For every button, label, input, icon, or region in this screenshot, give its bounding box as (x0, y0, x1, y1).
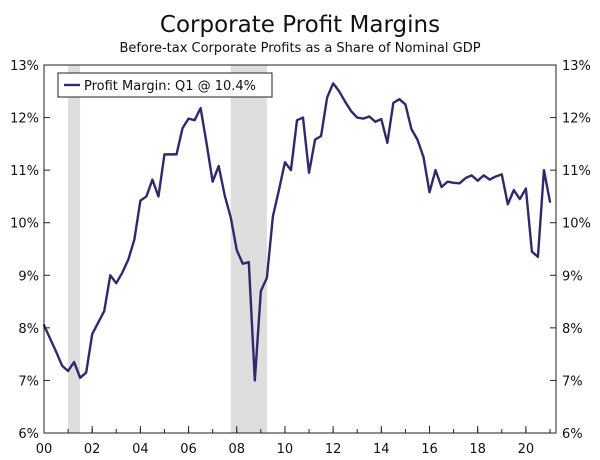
x-tick-label-1: 02 (84, 442, 101, 457)
recession-band-0 (68, 65, 81, 433)
x-tick-label-6: 12 (325, 442, 342, 457)
x-tick-label-8: 16 (421, 442, 438, 457)
x-tick-label-7: 14 (373, 442, 390, 457)
y-tick-label-right-3: 9% (562, 269, 583, 284)
x-tick-label-9: 18 (469, 442, 486, 457)
series-line-0 (42, 82, 552, 382)
y-tick-label-left-5: 11% (10, 164, 39, 179)
legend: Profit Margin: Q1 @ 10.4% (57, 72, 273, 98)
x-tick-label-3: 06 (180, 442, 197, 457)
y-tick-label-left-7: 13% (10, 59, 39, 74)
y-tick-label-left-1: 7% (18, 374, 39, 389)
series-group (42, 82, 552, 382)
y-tick-label-right-5: 11% (562, 164, 591, 179)
plot-frame (43, 64, 557, 434)
y-tick-label-right-1: 7% (562, 374, 583, 389)
x-tick-label-10: 20 (518, 442, 535, 457)
legend-label-0: Profit Margin: Q1 @ 10.4% (84, 79, 256, 94)
y-tick-label-right-2: 8% (562, 322, 583, 337)
y-tick-label-left-2: 8% (18, 322, 39, 337)
chart-subtitle: Before-tax Corporate Profits as a Share … (119, 41, 481, 56)
y-tick-label-right-0: 6% (562, 427, 583, 442)
y-tick-label-right-6: 12% (562, 112, 591, 127)
y-tick-label-left-6: 12% (10, 112, 39, 127)
y-tick-label-right-4: 10% (562, 217, 591, 232)
y-tick-label-right-7: 13% (562, 59, 591, 74)
x-tick-label-2: 04 (132, 442, 149, 457)
chart-title: Corporate Profit Margins (159, 12, 441, 38)
x-tick-label-4: 08 (228, 442, 245, 457)
y-tick-label-left-3: 9% (18, 269, 39, 284)
x-tick-label-0: 00 (36, 442, 53, 457)
y-tick-label-left-4: 10% (10, 217, 39, 232)
legend-box (57, 72, 273, 98)
y-tick-label-left-0: 6% (18, 427, 39, 442)
x-tick-label-5: 10 (277, 442, 294, 457)
axes: 6% 6% 7% 7% 8% 8% 9% 9% 10% 10% 11% 11% 12% 12% 13% 13%… (10, 59, 591, 457)
